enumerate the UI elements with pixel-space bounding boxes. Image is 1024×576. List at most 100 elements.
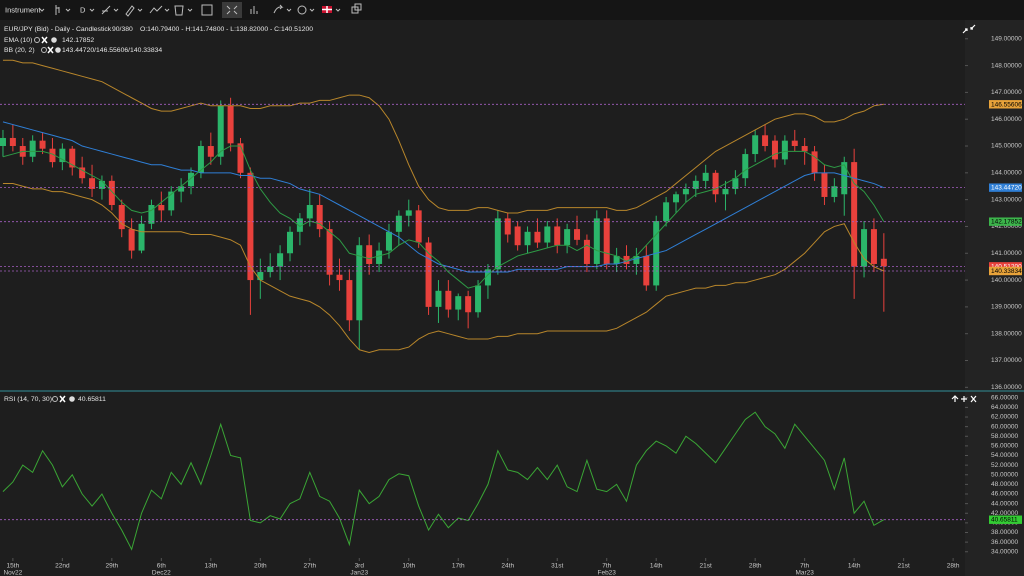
caret[interactable] [335,8,341,12]
candle-body [108,180,115,205]
x-tick-month: Nov22 [3,570,22,576]
candle-body [346,280,353,321]
indicator-icon[interactable] [149,5,163,14]
caret[interactable] [89,8,95,12]
candle-body [306,205,313,219]
candle-body [158,205,165,211]
y-tick-label: 64.00000 [991,404,1018,411]
timeframe-menu[interactable]: D [80,5,86,14]
remove-icon[interactable] [59,395,66,403]
flag-cross [322,6,332,13]
move-icon[interactable] [961,396,967,402]
trash-icon[interactable] [174,5,184,16]
caret[interactable] [286,8,292,12]
candle-body [880,258,887,267]
close-panel-icon[interactable] [970,395,977,403]
candle-body [376,250,383,264]
x-tick-label: 28th [749,563,762,570]
candle-body [207,146,214,157]
window-icon[interactable] [354,3,362,11]
candle-body [623,255,630,264]
y-tick-label: 137.00000 [991,357,1022,364]
caret[interactable] [113,8,119,12]
candle-body [851,162,858,267]
fullscreen-icon[interactable] [226,5,238,15]
candle-body [29,140,36,157]
price-badge [989,266,1022,276]
y-tick-label: 42.00000 [991,510,1018,517]
caret[interactable] [39,8,45,12]
y-tick-label: 148.00000 [991,62,1022,69]
caret[interactable] [164,8,170,12]
price-badge-label: 142.17852 [991,219,1022,226]
eye-icon[interactable] [34,37,40,43]
y-tick-label: 147.00000 [991,89,1022,96]
candle-body [593,218,600,264]
move-up-icon[interactable] [951,395,959,402]
layout-icon[interactable] [201,4,213,16]
instrument-menu[interactable]: Instrument [5,5,41,14]
price-badge [989,100,1022,109]
price-badge-label: 146.55606 [991,101,1022,108]
candle-body [435,290,442,307]
remove-icon[interactable] [47,46,54,54]
toolbar-icons[interactable] [55,2,362,18]
x-tick-label: 21st [700,563,712,570]
maximize-icon[interactable] [962,24,976,34]
bars-icon[interactable] [250,6,258,14]
x-tick-label: 29th [106,563,119,570]
x-tick-label: 13th [204,563,217,570]
active-tool[interactable] [222,2,242,18]
y-tick-label: 56.00000 [991,443,1018,450]
candle-body [722,188,729,195]
candle-body [227,105,234,144]
candle-body [801,146,808,152]
remove-icon[interactable] [41,36,48,44]
bollinger-upper [2,59,884,214]
legend-bb: BB (20, 2) [4,47,35,54]
candle-body [455,296,462,310]
share-icon[interactable] [273,4,284,14]
candle-body [395,215,402,232]
y-tick-label: 46.00000 [991,491,1018,498]
draw-line-icon[interactable] [101,5,111,15]
candle-body [771,140,778,160]
legend-rsi-value: 40.65811 [78,396,106,403]
pencil-icon[interactable] [125,5,135,17]
legend-icons[interactable] [34,24,977,403]
x-tick-label: 20th [254,563,267,570]
candle-body [732,178,739,189]
price-badge-label: 140.33834 [991,268,1022,275]
x-tick-month: Mar23 [795,570,814,576]
eye-icon[interactable] [52,396,58,402]
candle-body [49,148,56,163]
caret[interactable] [65,8,71,12]
eye-icon[interactable] [41,47,47,53]
candle-body [554,226,561,246]
y-tick-label: 144.00000 [991,170,1022,177]
price-badge [989,183,1022,192]
theme-icon[interactable] [297,5,307,15]
y-tick-label: 145.00000 [991,143,1022,150]
settings-icon[interactable] [55,47,61,53]
x-tick-label: 27th [303,563,316,570]
x-tick-label: 24th [501,563,514,570]
y-tick-label: 48.00000 [991,481,1018,488]
settings-icon[interactable] [69,396,75,402]
candle-body [138,223,145,251]
caret[interactable] [137,8,143,12]
caret[interactable] [309,8,315,12]
candle-body [663,202,670,222]
chart-type-icon[interactable] [55,5,60,15]
candle-body [672,194,679,203]
candle-body [841,162,848,195]
x-tick-label: 7th [800,563,809,570]
settings-icon[interactable] [51,37,57,43]
x-tick-label: 17th [452,563,465,570]
candle-body [286,231,293,254]
caret[interactable] [187,8,193,12]
candle-body [465,296,472,313]
candle-body [217,105,224,157]
candle-body [237,143,244,173]
candle-body [791,140,798,147]
